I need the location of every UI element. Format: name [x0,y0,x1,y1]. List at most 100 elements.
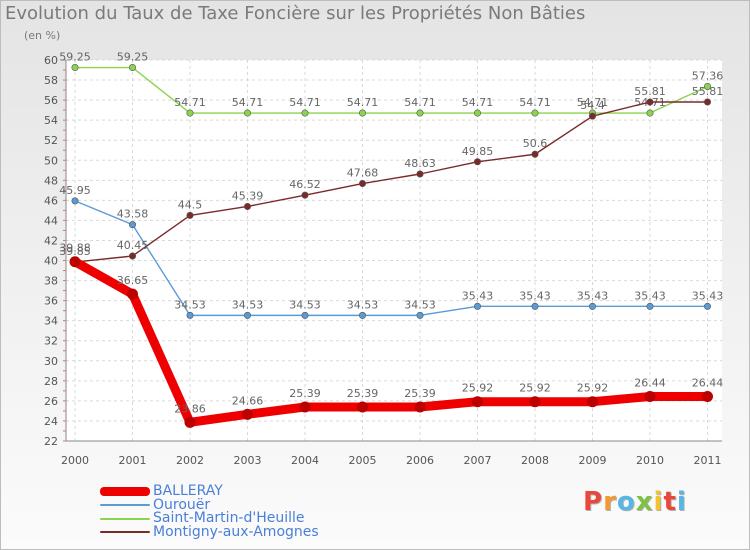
data-label: 25.92 [577,382,609,395]
data-label: 34.53 [232,298,264,311]
legend-item: Ourouër [100,496,319,513]
data-point [531,150,539,158]
data-label: 39.85 [59,245,91,258]
data-point [127,288,138,300]
data-label: 48.63 [404,157,436,170]
data-point [244,202,252,210]
data-point [358,180,366,188]
data-label: 43.58 [117,208,149,221]
x-tick-label: 2011 [694,454,722,467]
chart-title: Evolution du Taux de Taxe Foncière sur l… [5,3,586,24]
data-point [357,401,368,413]
data-point [587,396,598,408]
data-point [244,311,252,319]
data-label: 24.66 [232,394,264,407]
legend-label: Saint-Martin-d'Heuille [153,510,305,526]
y-tick-label: 38 [44,275,58,288]
data-point [299,401,311,413]
logo-letter: o [616,487,636,517]
data-label: 35.43 [519,289,551,302]
data-point [416,109,424,117]
x-tick-label: 2010 [636,454,664,467]
data-point [702,390,713,402]
data-point [472,396,483,408]
data-point [588,112,596,120]
data-label: 26.44 [692,376,724,389]
x-tick-label: 2002 [176,454,204,467]
y-tick-label: 42 [44,234,58,247]
data-point [244,109,252,117]
data-label: 59.25 [59,51,91,64]
logo-letter: i [676,487,687,517]
data-label: 45.39 [232,189,264,202]
y-tick-label: 50 [44,154,58,167]
data-label: 40.45 [117,239,149,252]
data-point [646,98,654,106]
data-point [358,109,366,117]
logo-letter: i [653,487,664,517]
data-point [186,211,194,219]
y-tick-label: 40 [44,255,58,268]
y-tick-label: 22 [44,435,58,448]
y-tick-label: 30 [44,355,58,368]
data-point [529,396,541,408]
y-tick-label: 58 [44,74,58,87]
data-point [301,191,309,199]
data-point [129,221,137,229]
y-tick-label: 46 [44,194,58,207]
x-tick-label: 2000 [61,454,89,467]
data-point [531,109,539,117]
data-label: 59.25 [117,51,149,64]
y-tick-label: 34 [44,315,58,328]
data-label: 55.81 [634,85,666,98]
x-tick-label: 2009 [579,454,607,467]
x-tick-label: 2007 [464,454,492,467]
data-label: 35.43 [692,289,724,302]
y-tick-label: 52 [44,134,58,147]
data-point [301,109,309,117]
data-label: 23.86 [174,402,206,415]
data-point [646,302,654,310]
data-label: 25.39 [347,387,379,400]
logo-letter: P [583,487,604,517]
data-label: 54.71 [404,96,436,109]
data-label: 54.71 [289,96,321,109]
data-label: 35.43 [634,289,666,302]
data-label: 50.6 [523,137,548,150]
x-tick-label: 2004 [291,454,319,467]
data-point [531,302,539,310]
legend-label: Ourouër [153,496,211,513]
data-label: 46.52 [289,178,321,191]
logo-letter: x [635,487,654,517]
logo-letter: r [603,487,617,517]
legend-swatch [100,531,150,534]
data-point [473,158,481,166]
y-tick-label: 36 [44,295,58,308]
legend-label: Montigny-aux-Amognes [153,523,319,540]
unit-label: (en %) [24,29,61,42]
proxiti-logo: Proxiti [583,487,687,517]
series-line [74,200,709,317]
data-point [129,252,137,260]
data-label: 34.53 [404,298,436,311]
legend-swatch [100,504,150,507]
data-label: 35.43 [577,289,609,302]
x-tick-label: 2006 [406,454,434,467]
series-line [74,66,709,114]
data-label: 45.95 [59,184,91,197]
y-tick-label: 48 [44,174,58,187]
y-tick-label: 54 [44,114,58,127]
data-label: 54.4 [580,99,605,112]
data-label: 39.88 [59,242,91,255]
series-line [70,257,712,427]
data-point [416,170,424,178]
data-label: 54.71 [577,96,609,109]
data-label: 47.68 [347,167,379,180]
data-label: 54.71 [462,96,494,109]
data-label: 36.65 [117,274,149,287]
data-point [71,197,79,205]
data-label: 34.53 [174,298,206,311]
data-label: 54.71 [174,96,206,109]
data-label: 25.92 [462,382,494,395]
